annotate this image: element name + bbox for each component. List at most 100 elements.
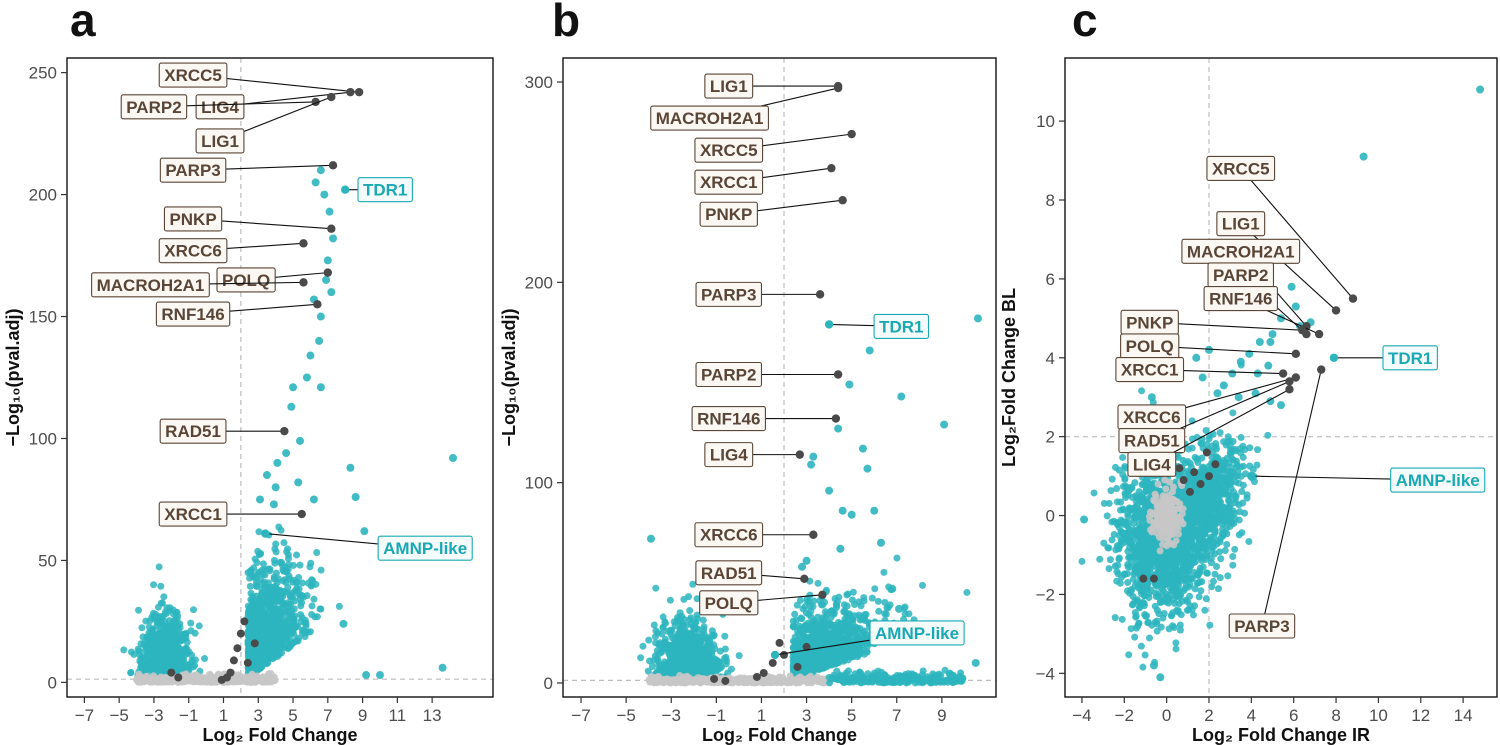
background-point	[247, 678, 255, 686]
gene-label-box	[377, 535, 473, 561]
background-point	[677, 650, 685, 658]
background-point	[247, 596, 255, 604]
background-point	[152, 610, 160, 618]
panel-a-letter: a	[70, 0, 96, 46]
background-point	[260, 638, 268, 646]
background-point	[699, 634, 707, 642]
x-axis-title: Log₂ Fold Change	[203, 725, 358, 745]
background-point	[157, 582, 165, 590]
background-point	[335, 602, 343, 610]
background-point	[930, 673, 938, 681]
background-point	[308, 602, 316, 610]
gene-label-parp2: PARP2	[695, 361, 843, 388]
background-point	[247, 569, 255, 577]
background-point	[143, 643, 151, 651]
background-point	[795, 630, 803, 638]
data-point	[315, 336, 324, 345]
data-point	[940, 420, 949, 429]
background-point	[255, 551, 263, 559]
gene-label-text: MACROH2A1	[97, 276, 205, 295]
data-point	[341, 185, 350, 194]
background-point	[752, 672, 761, 681]
x-tick-label: −7	[75, 706, 94, 725]
y-axis-title: −Log₁₀(pval.adj)	[499, 308, 519, 446]
background-point	[165, 639, 173, 647]
background-point	[919, 581, 927, 589]
background-point	[652, 584, 660, 592]
background-point	[828, 654, 836, 662]
background-point	[861, 678, 869, 686]
background-point	[668, 669, 676, 677]
background-point	[262, 660, 270, 668]
background-point	[849, 588, 857, 596]
data-point	[346, 463, 355, 472]
x-tick-label: 7	[323, 706, 332, 725]
background-point	[156, 678, 164, 686]
background-point	[807, 656, 815, 664]
background-point	[815, 636, 823, 644]
panel-b-letter: b	[552, 0, 580, 46]
gene-label-lig1: LIG1	[195, 92, 336, 154]
background-point	[299, 627, 307, 635]
background-point	[901, 610, 909, 618]
data-point	[329, 234, 338, 243]
background-point	[818, 614, 826, 622]
background-point	[166, 678, 174, 686]
gene-label-box	[91, 272, 210, 298]
gene-label-box	[357, 177, 413, 203]
background-point	[240, 617, 249, 626]
background-point	[246, 582, 254, 590]
gene-label-text: AMNP-like	[383, 539, 467, 558]
gene-label-rad51: RAD51	[695, 560, 809, 586]
background-point	[135, 606, 143, 614]
background-point	[653, 655, 661, 663]
gene-label-text: XRCC1	[700, 173, 758, 192]
plot-frame	[562, 57, 997, 698]
labeled-gene-point	[313, 300, 322, 309]
labeled-gene-point	[328, 161, 338, 170]
gene-label-box	[195, 94, 245, 120]
background-point	[199, 676, 207, 684]
data-point	[865, 346, 874, 355]
background-point	[150, 661, 158, 669]
background-point	[252, 582, 260, 590]
data-point	[269, 500, 278, 509]
background-point	[700, 626, 708, 634]
background-point	[270, 673, 278, 681]
background-point	[704, 640, 712, 648]
background-point	[914, 673, 922, 681]
gene-label-text: TDR1	[879, 317, 923, 336]
background-point	[201, 655, 209, 663]
background-point	[842, 669, 850, 677]
labeled-gene-point	[827, 163, 836, 173]
background-point	[963, 588, 971, 596]
background-point	[284, 551, 292, 559]
data-point	[311, 178, 320, 187]
background-point	[861, 632, 869, 640]
background-point	[710, 632, 718, 640]
background-point	[178, 636, 186, 644]
labeled-gene-point	[800, 574, 809, 584]
background-point	[689, 633, 697, 641]
background-point	[886, 675, 894, 683]
data-point	[876, 538, 885, 547]
background-point	[255, 618, 263, 626]
background-point	[646, 657, 654, 665]
y-tick-label: 50	[38, 551, 57, 570]
background-point	[793, 662, 802, 671]
background-point	[182, 644, 190, 652]
background-point	[1106, 556, 1114, 564]
background-point	[268, 643, 276, 651]
background-point	[676, 630, 684, 638]
background-point	[810, 666, 818, 674]
data-point	[809, 452, 818, 461]
background-point	[271, 635, 279, 643]
data-point	[449, 453, 458, 462]
data-point	[273, 458, 282, 467]
background-point	[145, 676, 153, 684]
data-point	[316, 312, 325, 321]
background-point	[1118, 615, 1126, 623]
background-point	[847, 646, 855, 654]
x-tick-label: −5	[109, 706, 128, 725]
data-point	[351, 493, 360, 502]
